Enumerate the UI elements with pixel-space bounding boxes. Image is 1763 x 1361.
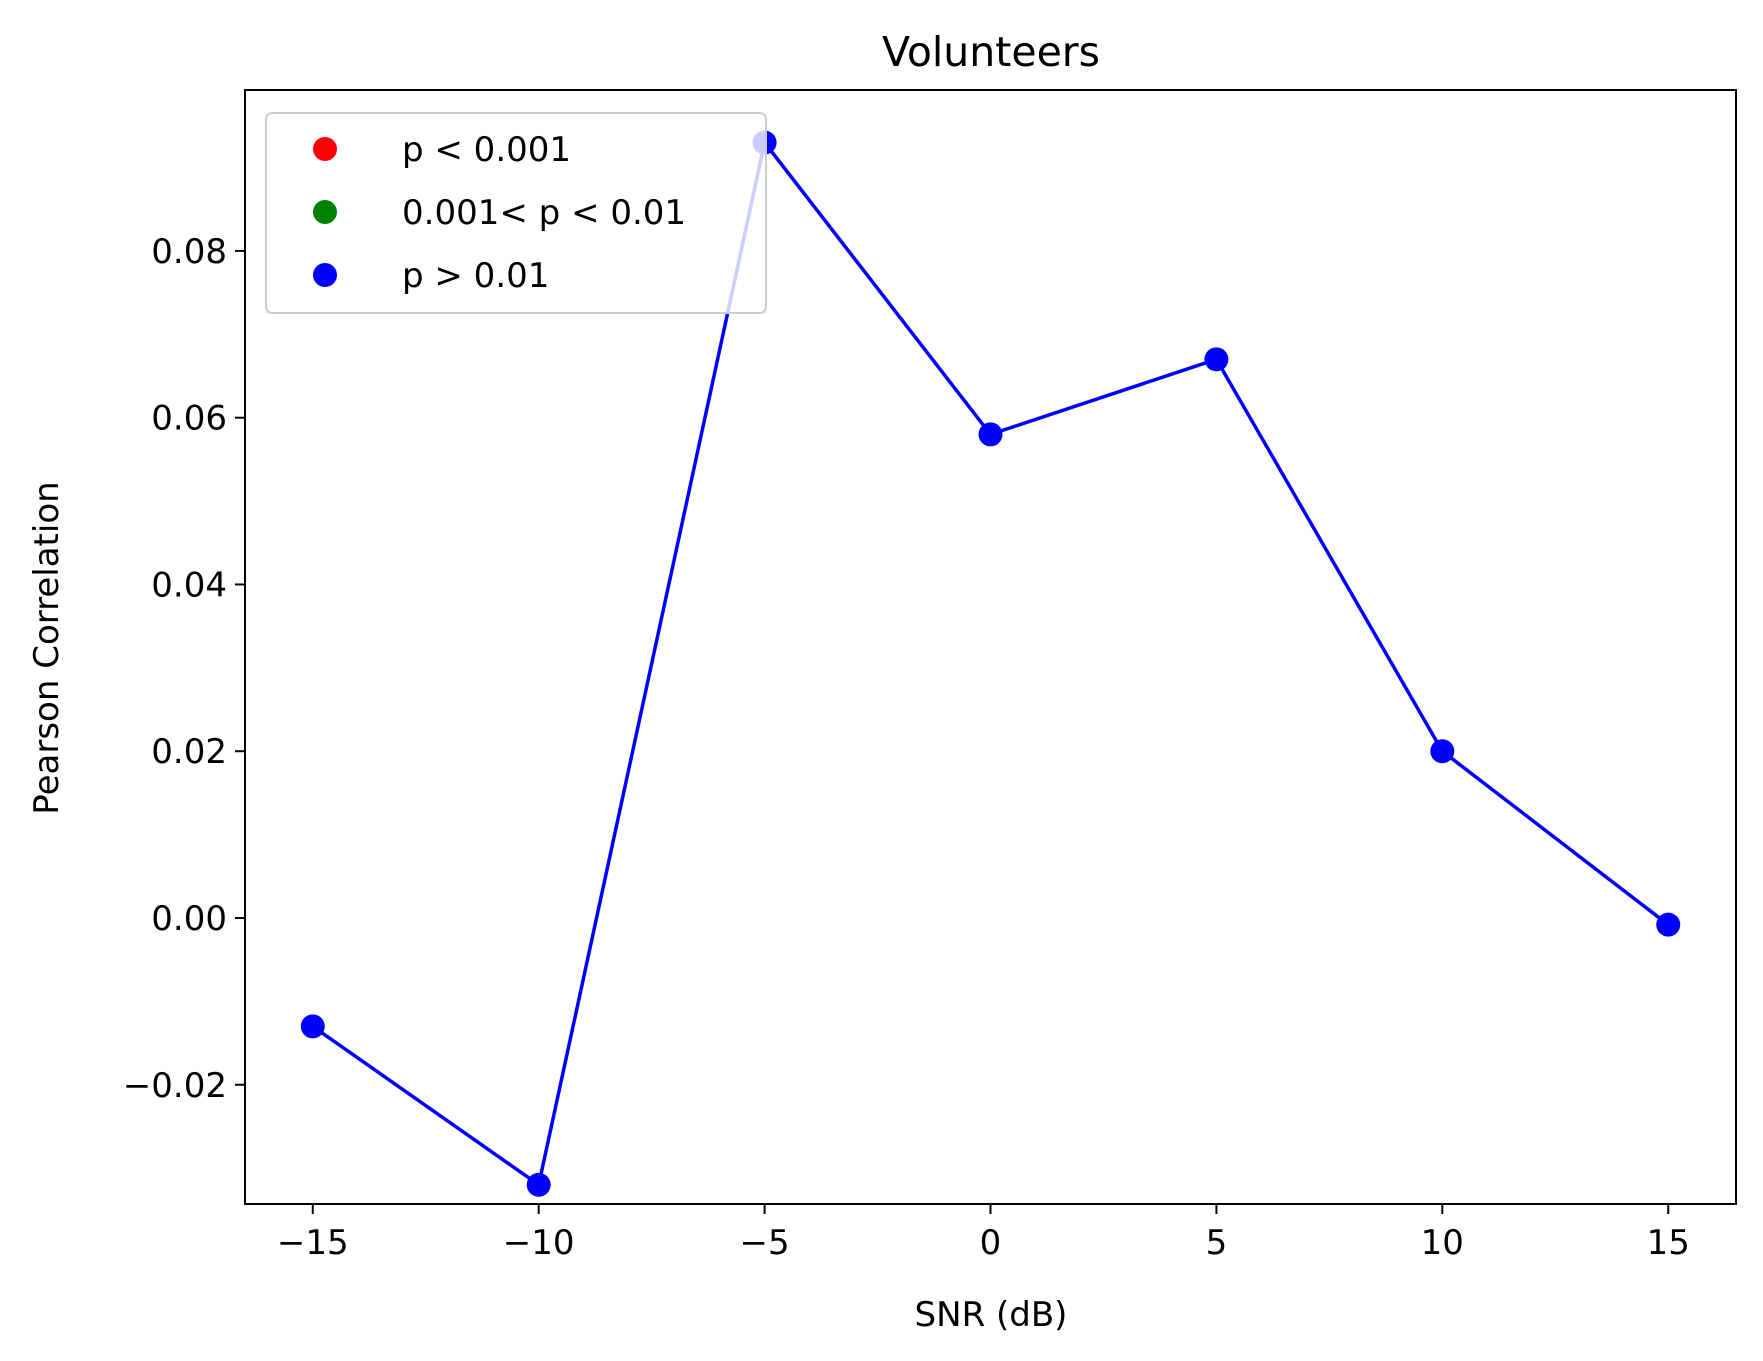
- data-point: [1656, 912, 1681, 937]
- chart-title: Volunteers: [882, 28, 1100, 76]
- data-point: [1430, 739, 1455, 764]
- x-tick-label: 5: [1206, 1223, 1228, 1263]
- legend-marker: [313, 263, 337, 287]
- data-point: [1204, 347, 1229, 372]
- legend-marker: [313, 200, 337, 224]
- y-tick-label: −0.02: [123, 1066, 227, 1106]
- x-tick-label: 10: [1421, 1223, 1464, 1263]
- x-tick-label: −15: [277, 1223, 349, 1263]
- plot-area: −15 −10 −5 0 5 10 15 −0.02 0.00 0.02 0.04 0.06 0.08 p…: [123, 89, 1737, 1263]
- x-tick-label: 0: [980, 1223, 1002, 1263]
- x-axis-label: SNR (dB): [915, 1295, 1068, 1335]
- y-tick-label: 0.00: [151, 899, 227, 939]
- y-tick-label: 0.04: [151, 565, 227, 605]
- legend-label: 0.001< p < 0.01: [402, 193, 686, 233]
- y-tick-label: 0.06: [151, 399, 227, 439]
- legend-marker: [313, 137, 337, 161]
- x-tick-label: −5: [740, 1223, 790, 1263]
- legend-box: [265, 112, 767, 314]
- y-axis-label: Pearson Correlation: [27, 481, 67, 814]
- data-point: [978, 422, 1003, 447]
- x-tick-label: 15: [1647, 1223, 1690, 1263]
- x-tick-label: −10: [503, 1223, 575, 1263]
- data-point: [300, 1014, 325, 1039]
- y-tick-label: 0.02: [151, 732, 227, 772]
- y-tick-label: 0.08: [151, 232, 227, 272]
- legend-label: p < 0.001: [402, 130, 571, 170]
- data-point: [526, 1172, 551, 1197]
- legend-label: p > 0.01: [402, 256, 549, 296]
